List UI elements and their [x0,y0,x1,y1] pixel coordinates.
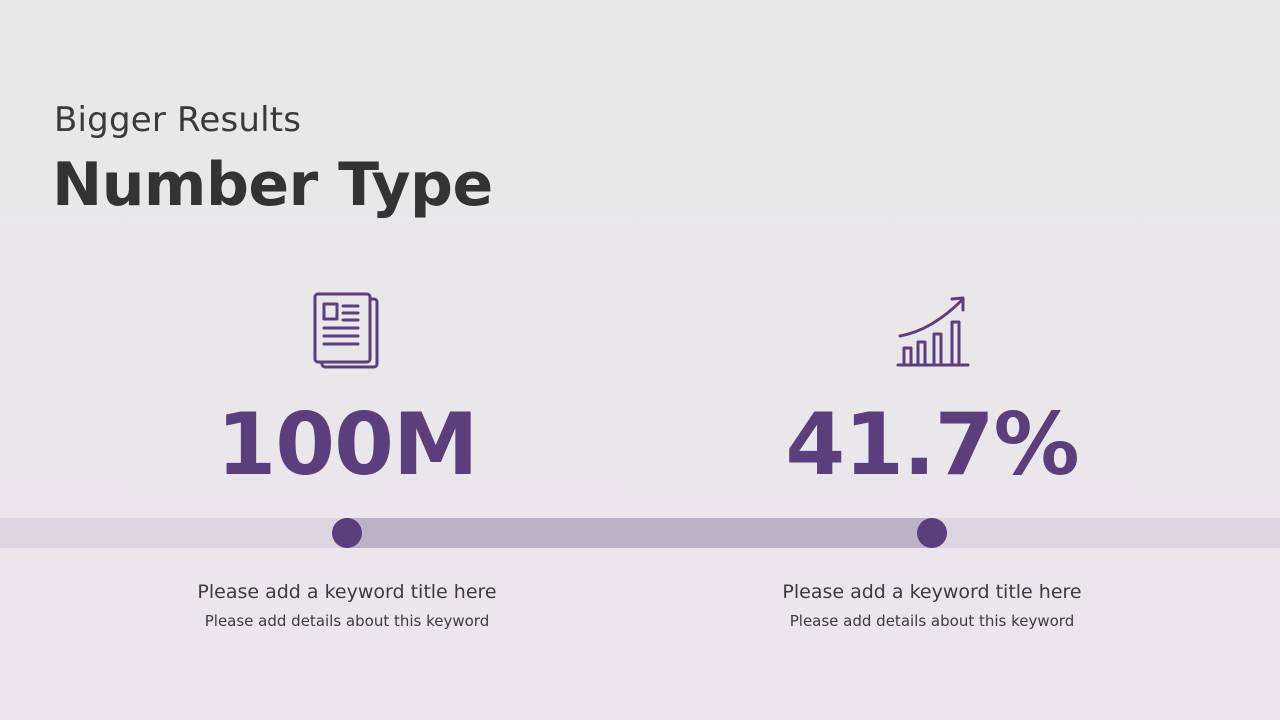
growth-chart-icon [896,296,970,367]
slide-title: Number Type [52,150,493,220]
keyword-title: Please add a keyword title here [197,581,497,603]
stat-value: 41.7% [785,395,1079,495]
stat-value: 100M [216,395,478,495]
timeline-dot [917,518,947,548]
keyword-title: Please add a keyword title here [782,581,1082,603]
keyword-details: Please add details about this keyword [789,612,1075,630]
keyword-details: Please add details about this keyword [204,612,490,630]
timeline-connector [347,518,931,548]
newspaper-icon [313,292,379,369]
timeline-dot [332,518,362,548]
slide-subtitle: Bigger Results [54,100,302,140]
